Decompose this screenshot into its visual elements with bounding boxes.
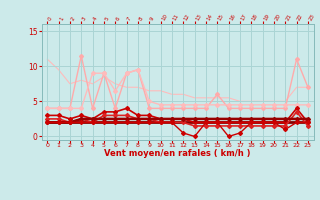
X-axis label: Vent moyen/en rafales ( km/h ): Vent moyen/en rafales ( km/h ) [104,149,251,158]
